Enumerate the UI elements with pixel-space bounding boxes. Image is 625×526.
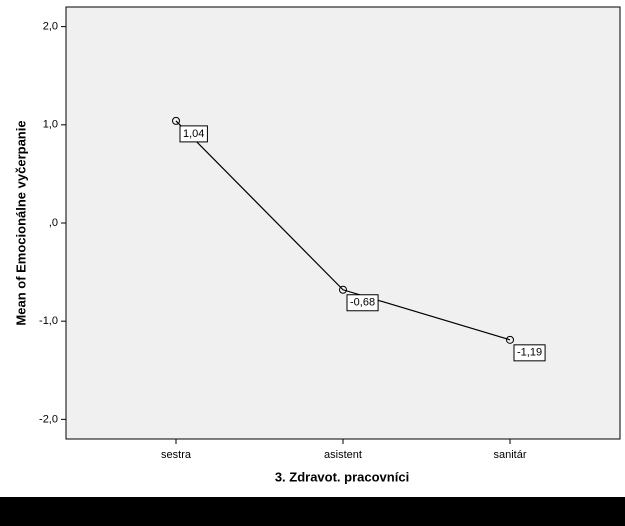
x-tick-label: asistent <box>324 449 362 461</box>
point <box>339 285 347 294</box>
x-axis-title: 3. Zdravot. pracovníci <box>275 469 409 484</box>
line <box>175 120 511 341</box>
point <box>172 116 180 125</box>
point <box>506 335 514 344</box>
data-label: 1,04 <box>183 128 204 140</box>
y-tick-label: -2,0 <box>39 413 58 425</box>
x-tick-label: sestra <box>161 449 192 461</box>
data-label-box <box>179 125 208 143</box>
data-label: -1,19 <box>517 347 542 359</box>
plot-area <box>65 6 621 440</box>
bottom-bar <box>0 497 625 526</box>
y-tick-label: 2,0 <box>43 21 58 33</box>
y-axis-title: Mean of Emocionálne vyčerpanie <box>13 120 28 325</box>
y-tick-label: -1,0 <box>39 315 58 327</box>
data-label: -0,68 <box>350 297 375 309</box>
data-label-box <box>346 294 379 312</box>
x-tick-label: sanitár <box>493 449 526 461</box>
y-tick-label: ,0 <box>49 217 58 229</box>
data-label-box <box>513 344 546 362</box>
y-tick-label: 1,0 <box>43 119 58 131</box>
